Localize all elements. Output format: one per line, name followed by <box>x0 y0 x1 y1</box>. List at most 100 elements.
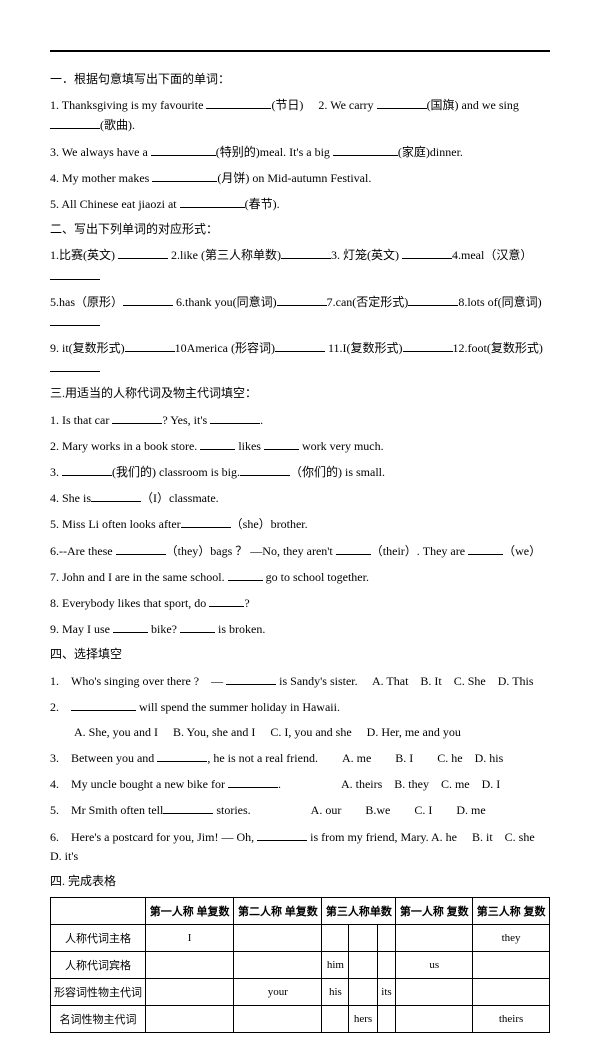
blank[interactable] <box>112 410 162 424</box>
row-label: 形容词性物主代词 <box>51 979 146 1006</box>
blank[interactable] <box>152 168 217 182</box>
blank[interactable] <box>277 292 327 306</box>
cell[interactable] <box>322 1006 349 1033</box>
row-label: 人称代词主格 <box>51 925 146 952</box>
blank[interactable] <box>403 338 453 352</box>
blank[interactable] <box>71 697 136 711</box>
text: （we） <box>503 544 541 558</box>
blank[interactable] <box>181 514 231 528</box>
blank[interactable] <box>123 292 173 306</box>
text: ? Yes, it's <box>162 413 210 427</box>
cell[interactable] <box>234 952 322 979</box>
blank[interactable] <box>209 593 244 607</box>
cell[interactable] <box>146 979 234 1006</box>
blank[interactable] <box>275 338 325 352</box>
cell[interactable]: theirs <box>473 1006 550 1033</box>
cell[interactable]: his <box>322 979 349 1006</box>
cell[interactable] <box>349 925 377 952</box>
text: 2.like (第三人称单数) <box>168 248 281 262</box>
cell[interactable] <box>234 1006 322 1033</box>
blank[interactable] <box>91 488 141 502</box>
text: 3. <box>50 465 62 479</box>
s2-r2: 5.has（原形） 6.thank you(同意词)7.can(否定形式)8.l… <box>50 292 550 332</box>
blank[interactable] <box>151 142 216 156</box>
cell[interactable] <box>322 925 349 952</box>
cell[interactable]: hers <box>349 1006 377 1033</box>
s3-q4: 4. She is（I）classmate. <box>50 488 550 508</box>
corner-cell <box>51 898 146 925</box>
cell[interactable]: your <box>234 979 322 1006</box>
text: （their）. They are <box>371 544 468 558</box>
blank[interactable] <box>206 95 271 109</box>
blank[interactable] <box>281 245 331 259</box>
table-row: 人称代词主格 I they <box>51 925 550 952</box>
blank[interactable] <box>62 462 112 476</box>
blank[interactable] <box>50 358 100 372</box>
cell[interactable]: him <box>322 952 349 979</box>
cell[interactable] <box>377 952 396 979</box>
text: 6.--Are these <box>50 544 116 558</box>
cell[interactable] <box>234 925 322 952</box>
cell[interactable]: us <box>396 952 473 979</box>
blank[interactable] <box>50 266 100 280</box>
cell[interactable] <box>473 952 550 979</box>
text: 7.can(否定形式) <box>327 295 409 309</box>
blank[interactable] <box>125 338 175 352</box>
text: 7. John and I are in the same school. <box>50 570 228 584</box>
text: 4. My uncle bought a new bike for <box>50 777 228 791</box>
text: 1. Thanksgiving is my favourite <box>50 98 206 112</box>
blank[interactable] <box>377 95 427 109</box>
text: . A. theirs B. they C. me D. I <box>278 777 500 791</box>
blank[interactable] <box>240 462 290 476</box>
text: bike? <box>148 622 180 636</box>
blank[interactable] <box>113 619 148 633</box>
cell[interactable] <box>396 979 473 1006</box>
text: 9. May I use <box>50 622 113 636</box>
blank[interactable] <box>50 312 100 326</box>
section-3-title: 三.用适当的人称代词及物主代词填空： <box>50 384 550 403</box>
blank[interactable] <box>468 541 503 555</box>
text: 3. 灯笼(英文) <box>331 248 402 262</box>
blank[interactable] <box>257 827 307 841</box>
s1-q1: 1. Thanksgiving is my favourite (节日) 2. … <box>50 95 550 135</box>
blank[interactable] <box>336 541 371 555</box>
cell[interactable] <box>377 1006 396 1033</box>
cell[interactable]: I <box>146 925 234 952</box>
cell[interactable] <box>396 925 473 952</box>
blank[interactable] <box>180 194 245 208</box>
text: (国旗) and we sing <box>427 98 519 112</box>
cell[interactable] <box>396 1006 473 1033</box>
blank[interactable] <box>50 115 100 129</box>
blank[interactable] <box>228 567 263 581</box>
blank[interactable] <box>264 436 299 450</box>
blank[interactable] <box>408 292 458 306</box>
blank[interactable] <box>157 748 207 762</box>
text: 4.meal（汉意） <box>452 248 532 262</box>
col-header: 第一人称 复数 <box>396 898 473 925</box>
section-5-title: 四. 完成表格 <box>50 872 550 891</box>
pronoun-table: 第一人称 单复数 第二人称 单复数 第三人称单数 第一人称 复数 第三人称 复数… <box>50 897 550 1033</box>
cell[interactable] <box>473 979 550 1006</box>
text: , he is not a real friend. A. me B. I C.… <box>207 751 503 765</box>
cell[interactable] <box>349 979 377 1006</box>
blank[interactable] <box>226 671 276 685</box>
blank[interactable] <box>163 800 213 814</box>
cell[interactable] <box>377 925 396 952</box>
blank[interactable] <box>228 774 278 788</box>
blank[interactable] <box>210 410 260 424</box>
blank[interactable] <box>402 245 452 259</box>
cell[interactable]: its <box>377 979 396 1006</box>
blank[interactable] <box>180 619 215 633</box>
col-header: 第二人称 单复数 <box>234 898 322 925</box>
blank[interactable] <box>333 142 398 156</box>
cell[interactable]: they <box>473 925 550 952</box>
blank[interactable] <box>118 245 168 259</box>
cell[interactable] <box>146 1006 234 1033</box>
blank[interactable] <box>200 436 235 450</box>
cell[interactable] <box>146 952 234 979</box>
section-1-title: 一．根据句意填写出下面的单词： <box>50 70 550 89</box>
cell[interactable] <box>349 952 377 979</box>
text: go to school together. <box>263 570 369 584</box>
text: will spend the summer holiday in Hawaii. <box>136 700 340 714</box>
blank[interactable] <box>116 541 166 555</box>
